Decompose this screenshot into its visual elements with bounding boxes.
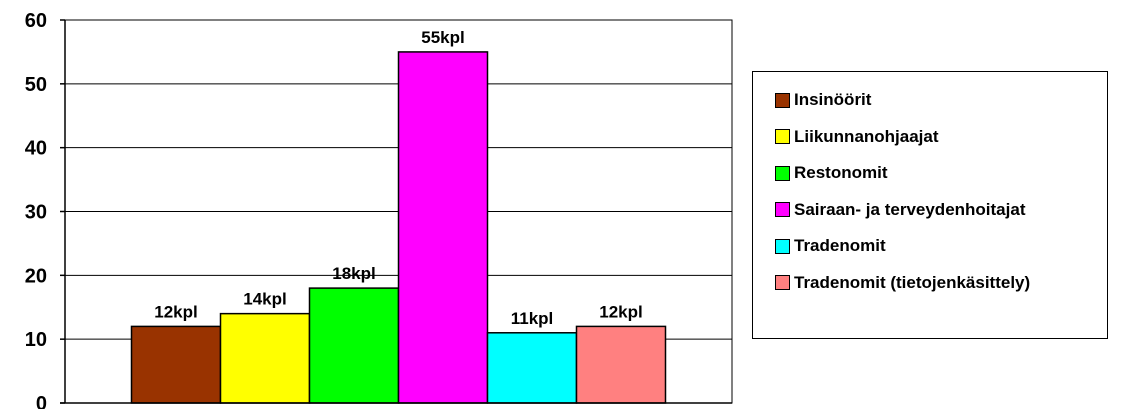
bar-1 [130, 325, 222, 404]
data-label-4: 55kpl [421, 28, 464, 47]
legend-item: Tradenomit [775, 236, 886, 256]
legend-swatch [775, 92, 790, 108]
y-axis-ticks: 0 10 20 30 40 50 60 [25, 10, 65, 409]
legend-item: Liikunnanohjaajat [775, 127, 939, 147]
legend-swatch [775, 275, 790, 290]
bar-2 [219, 312, 311, 404]
y-tick-label: 20 [25, 265, 47, 287]
legend-swatch [775, 165, 790, 181]
legend: Insinöörit Liikunnanohjaajat Restonomit Sai… [752, 71, 1108, 339]
bar-5 [486, 332, 578, 404]
legend-item: Insinöörit [775, 90, 871, 110]
bar-6 [575, 325, 667, 404]
y-tick-label: 30 [25, 202, 47, 224]
legend-label: Tradenomit [794, 236, 886, 255]
y-tick-label: 0 [36, 393, 47, 409]
data-label-1: 12kpl [154, 302, 197, 321]
y-tick-label: 40 [25, 138, 47, 160]
data-label-5: 11kpl [511, 309, 554, 328]
data-label-2: 14kpl [243, 290, 286, 309]
legend-item: Tradenomit (tietojenkäsittely) [775, 273, 1030, 293]
y-tick-label: 10 [25, 329, 47, 351]
legend-label: Insinöörit [794, 90, 872, 109]
legend-swatch [775, 129, 790, 144]
legend-label: Liikunnanohjaajat [794, 126, 939, 146]
y-tick-label: 60 [25, 10, 47, 32]
bar-4 [397, 51, 489, 404]
legend-label: Tradenomit (tietojenkäsittely) [794, 272, 1031, 292]
legend-label: Sairaan- ja terveydenhoitajat [794, 199, 1026, 219]
bar-3 [308, 287, 400, 404]
legend-swatch [775, 202, 790, 217]
y-tick-label: 50 [25, 74, 47, 96]
data-label-3: 18kpl [332, 264, 375, 283]
legend-label: Restonomit [794, 163, 888, 182]
legend-item: Sairaan- ja terveydenhoitajat [775, 200, 1025, 220]
bars [130, 51, 667, 404]
data-labels: 12kpl 14kpl 18kpl 55kpl 11kpl 12kpl [154, 28, 642, 328]
legend-swatch [775, 238, 790, 254]
legend-item: Restonomit [775, 163, 888, 183]
data-label-6: 12kpl [599, 302, 642, 321]
